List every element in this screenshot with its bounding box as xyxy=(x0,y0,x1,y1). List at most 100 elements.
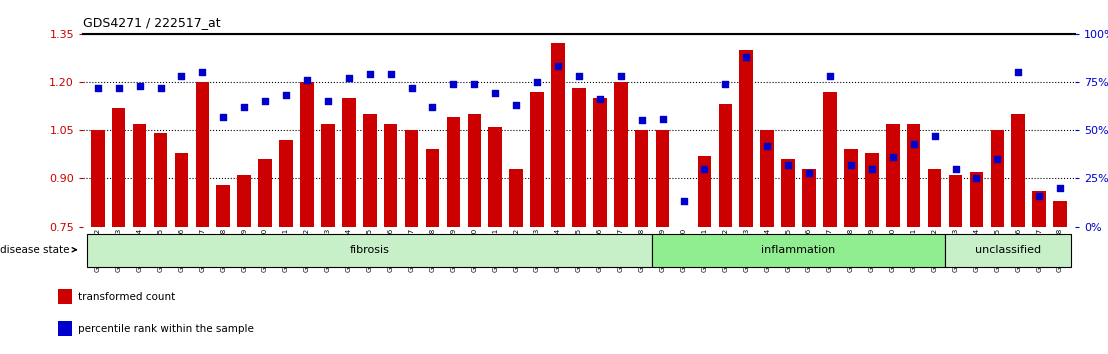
Point xyxy=(738,54,756,59)
Bar xyxy=(279,140,293,227)
Bar xyxy=(425,149,439,227)
Point xyxy=(863,166,881,172)
Bar xyxy=(551,43,565,227)
Point xyxy=(319,98,337,104)
Text: transformed count: transformed count xyxy=(78,292,175,302)
FancyBboxPatch shape xyxy=(88,234,653,267)
Bar xyxy=(781,159,794,227)
Bar xyxy=(468,114,481,227)
Point xyxy=(988,156,1006,162)
Bar xyxy=(1054,201,1067,227)
Bar xyxy=(342,98,356,227)
Text: GDS4271 / 222517_at: GDS4271 / 222517_at xyxy=(83,16,220,29)
Bar xyxy=(614,82,627,227)
Point xyxy=(235,104,253,110)
Point xyxy=(277,92,295,98)
Text: fibrosis: fibrosis xyxy=(350,245,390,255)
Point xyxy=(591,96,608,102)
Bar xyxy=(865,153,879,227)
Bar xyxy=(927,169,942,227)
Bar xyxy=(1012,114,1025,227)
Point xyxy=(361,71,379,77)
FancyBboxPatch shape xyxy=(653,234,945,267)
Bar xyxy=(844,149,858,227)
Bar xyxy=(886,124,900,227)
Point xyxy=(173,73,191,79)
Bar xyxy=(321,124,335,227)
Point xyxy=(696,166,714,172)
Bar xyxy=(572,88,586,227)
Point xyxy=(633,118,650,123)
Point xyxy=(152,85,170,91)
Point xyxy=(340,75,358,81)
Point xyxy=(779,162,797,168)
Point xyxy=(298,77,316,83)
Point xyxy=(946,166,964,172)
Bar xyxy=(91,130,104,227)
Point xyxy=(507,102,525,108)
Point xyxy=(905,141,923,147)
Bar xyxy=(133,124,146,227)
Bar xyxy=(635,130,648,227)
Point xyxy=(884,154,902,160)
Bar xyxy=(991,130,1004,227)
Point xyxy=(529,79,546,85)
Bar xyxy=(823,92,837,227)
Bar xyxy=(489,127,502,227)
Point xyxy=(717,81,735,87)
Bar xyxy=(970,172,983,227)
Bar xyxy=(760,130,774,227)
Point xyxy=(215,114,233,119)
Bar xyxy=(531,92,544,227)
Text: unclassified: unclassified xyxy=(975,245,1040,255)
Bar xyxy=(363,114,377,227)
Point xyxy=(256,98,274,104)
Text: inflammation: inflammation xyxy=(761,245,835,255)
Point xyxy=(675,199,692,204)
Point xyxy=(1009,69,1027,75)
Point xyxy=(465,81,483,87)
Point xyxy=(570,73,587,79)
Bar xyxy=(300,82,314,227)
Bar xyxy=(404,130,419,227)
Point xyxy=(925,133,943,139)
Bar xyxy=(802,169,815,227)
Bar xyxy=(906,124,921,227)
Point xyxy=(110,85,127,91)
Bar xyxy=(237,175,252,227)
Point xyxy=(423,104,441,110)
Text: disease state: disease state xyxy=(0,245,76,255)
Bar xyxy=(948,175,963,227)
Bar xyxy=(593,98,607,227)
Bar xyxy=(1033,191,1046,227)
Point xyxy=(612,73,629,79)
Bar xyxy=(510,169,523,227)
Point xyxy=(654,116,671,121)
FancyBboxPatch shape xyxy=(945,234,1070,267)
Point xyxy=(550,64,567,69)
Text: percentile rank within the sample: percentile rank within the sample xyxy=(78,324,254,333)
Point xyxy=(967,176,985,181)
Bar xyxy=(698,156,711,227)
Bar xyxy=(719,104,732,227)
Bar xyxy=(383,124,398,227)
Point xyxy=(89,85,106,91)
Bar xyxy=(739,50,753,227)
Bar xyxy=(258,159,271,227)
Point xyxy=(800,170,818,175)
Point xyxy=(1030,193,1048,199)
Point xyxy=(758,143,776,148)
Bar xyxy=(175,153,188,227)
Bar xyxy=(216,185,230,227)
Point xyxy=(486,91,504,96)
Point xyxy=(382,71,400,77)
Bar xyxy=(59,289,72,304)
Point xyxy=(402,85,420,91)
Bar xyxy=(154,133,167,227)
Bar xyxy=(195,82,209,227)
Point xyxy=(842,162,860,168)
Point xyxy=(131,83,148,88)
Point xyxy=(444,81,462,87)
Point xyxy=(821,73,839,79)
Bar xyxy=(656,130,669,227)
